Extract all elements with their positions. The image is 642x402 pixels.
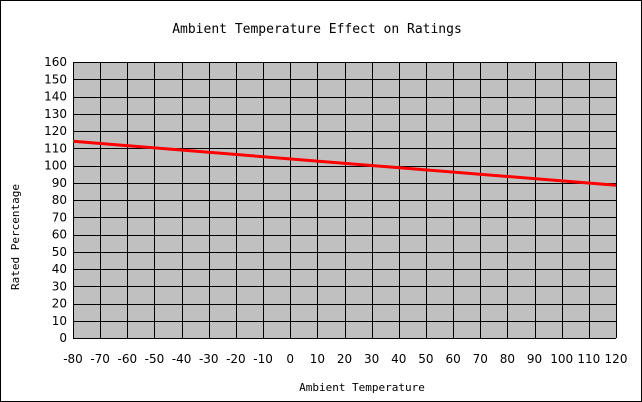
x-tick-label: -40: [172, 352, 192, 366]
grid-lines: [73, 62, 617, 339]
y-tick-label: 0: [59, 331, 67, 345]
y-tick-label: 110: [44, 141, 67, 155]
y-tick-label: 30: [52, 279, 67, 293]
y-tick-label: 150: [44, 72, 67, 86]
x-tick-label: 90: [527, 352, 542, 366]
x-tick-label: -20: [226, 352, 246, 366]
x-axis-title: Ambient Temperature: [299, 381, 425, 394]
x-tick-label: -70: [90, 352, 110, 366]
y-tick-labels: 0 10 20 30 40 50 60 70 80 90 100 110 120 130 140 150 160: [44, 55, 67, 345]
y-tick-label: 70: [52, 210, 67, 224]
x-tick-label: -60: [117, 352, 137, 366]
y-tick-label: 130: [44, 107, 67, 121]
x-tick-label: 0: [286, 352, 294, 366]
x-tick-label: 100: [550, 352, 573, 366]
x-tick-label: 120: [605, 352, 628, 366]
x-tick-labels: -80 -70 -60 -50 -40 -30 -20 -10 0 10 20 30 40 50 60 70 8…: [63, 352, 627, 366]
x-tick-label: -10: [253, 352, 273, 366]
x-tick-label: 70: [473, 352, 488, 366]
x-tick-label: -30: [199, 352, 219, 366]
y-tick-label: 20: [52, 297, 67, 311]
y-tick-label: 60: [52, 228, 67, 242]
y-tick-label: 10: [52, 314, 67, 328]
series-line: [72, 139, 617, 187]
x-tick-label: 80: [500, 352, 515, 366]
x-tick-label: 50: [418, 352, 433, 366]
y-tick-label: 50: [52, 245, 67, 259]
x-tick-label: 10: [310, 352, 325, 366]
chart-title: Ambient Temperature Effect on Ratings: [172, 22, 462, 37]
x-tick-label: -50: [145, 352, 165, 366]
y-tick-label: 90: [52, 176, 67, 190]
x-tick-label: 110: [577, 352, 600, 366]
y-tick-label: 160: [44, 55, 67, 69]
y-tick-label: 100: [44, 159, 67, 173]
y-axis-title: Rated Percentage: [9, 184, 22, 290]
x-tick-label: -80: [63, 352, 83, 366]
y-tick-label: 80: [52, 193, 67, 207]
x-tick-label: 30: [364, 352, 379, 366]
y-tick-label: 120: [44, 124, 67, 138]
y-tick-label: 40: [52, 262, 67, 276]
series-layer: [72, 139, 617, 187]
x-tick-label: 20: [337, 352, 352, 366]
x-tick-label: 40: [391, 352, 406, 366]
y-tick-label: 140: [44, 90, 67, 104]
x-tick-label: 60: [445, 352, 460, 366]
